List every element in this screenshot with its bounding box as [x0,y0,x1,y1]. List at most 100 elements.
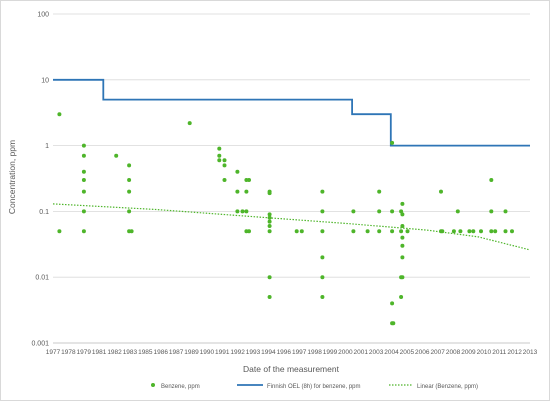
trend-line [52,203,531,251]
benzene-data-point [365,229,370,234]
benzene-data-point [187,121,192,126]
x-axis: 1977 1978 1979 1981 1982 1983 1985 1986 1987 1989… [46,342,538,356]
benzene-data-point [400,255,405,260]
benzene-data-point [247,178,251,182]
x-tick-label: 1989 [184,349,199,356]
benzene-data-point [467,229,472,234]
benzene-data-point [267,229,272,234]
benzene-data-point [217,153,222,158]
benzene-data-point [222,178,227,182]
benzene-data-point [247,229,251,234]
benzene-data-point [351,229,356,234]
benzene-data-point [400,275,405,280]
benzene-data-point [81,209,86,214]
x-tick-label: 2009 [461,349,476,356]
x-tick-label: 1985 [138,349,153,356]
benzene-data-point [400,212,405,217]
benzene-data-point [377,209,382,214]
benzene-data-point [320,189,325,194]
x-tick-label: 1999 [323,349,338,356]
scatter-points [57,112,514,326]
benzene-data-point [320,295,325,299]
benzene-data-point [377,229,382,234]
x-tick-label: 2011 [492,349,506,356]
benzene-data-point [81,143,86,148]
benzene-data-point [440,229,445,234]
x-tick-label: 1992 [230,349,245,356]
benzene-data-point [244,189,249,194]
x-tick-label: 1991 [215,349,230,356]
benzene-data-point [390,229,395,234]
benzene-data-point [399,229,404,234]
y-tick-label: 0.1 [39,209,49,216]
x-tick-label: 1998 [307,349,322,356]
benzene-data-point [390,140,395,145]
benzene-data-point [81,153,86,158]
legend-label-oel: Finnish OEL (8h) for benzene, ppm [267,384,361,390]
benzene-data-point [510,229,514,234]
benzene-data-point [405,229,410,234]
benzene-data-point [320,255,325,260]
benzene-data-point [400,224,405,228]
benzene-data-point [400,235,405,240]
x-tick-label: 1978 [61,349,76,356]
oel-line-path [53,78,530,147]
benzene-data-point [81,169,86,174]
x-tick-label: 2005 [400,349,415,356]
benzene-data-point [244,209,249,214]
benzene-data-point [320,275,325,280]
benzene-data-point [479,229,483,234]
benzene-data-point [240,209,245,214]
x-axis-label: Date of the measurement [243,364,340,374]
benzene-data-point [390,301,395,306]
x-tick-label: 1996 [277,349,292,356]
benzene-data-point [471,229,476,234]
x-tick-label: 1982 [107,349,122,356]
legend-marker-benzene [151,383,155,387]
x-tick-label: 2010 [477,349,492,356]
benzene-data-point [320,229,325,234]
benzene-data-point [81,178,86,182]
benzene-data-point [351,209,356,214]
x-tick-label: 1997 [292,349,307,356]
x-tick-label: 2001 [354,349,369,356]
benzene-data-point [377,189,382,194]
benzene-data-point [493,229,498,234]
y-tick-label: 1 [45,143,49,150]
x-tick-label: 1987 [169,349,184,356]
benzene-data-point [57,112,62,117]
benzene-data-point [235,189,240,194]
x-tick-label: 2008 [446,349,461,356]
benzene-data-point [489,229,494,234]
x-tick-label: 1986 [153,349,168,356]
x-tick-label: 2003 [369,349,384,356]
legend-label-benzene: Benzene, ppm [161,384,200,390]
benzene-data-point [400,243,405,248]
benzene-data-point [299,229,304,234]
benzene-data-point [57,229,62,234]
benzene-data-point [127,163,132,168]
benzene-data-point [127,209,132,214]
benzene-data-point [235,169,240,174]
x-tick-label: 1981 [92,349,107,356]
x-tick-label: 1990 [200,349,215,356]
oel-step-line [53,78,530,147]
benzene-data-point [391,321,396,326]
x-tick-label: 1993 [246,349,261,356]
x-tick-label: 2012 [507,349,522,356]
benzene-data-point [320,209,325,214]
benzene-data-point [235,209,240,214]
benzene-data-point [267,191,272,196]
benzene-data-point [267,212,272,217]
benzene-data-point [451,229,456,234]
benzene-data-point [489,178,494,182]
benzene-data-point [267,295,272,299]
y-tick-label: 10 [41,77,49,84]
benzene-data-point [489,209,494,214]
benzene-data-point [81,229,86,234]
y-tick-label: 0.01 [35,275,49,282]
x-tick-label: 2007 [430,349,445,356]
x-tick-label: 1977 [46,349,61,356]
